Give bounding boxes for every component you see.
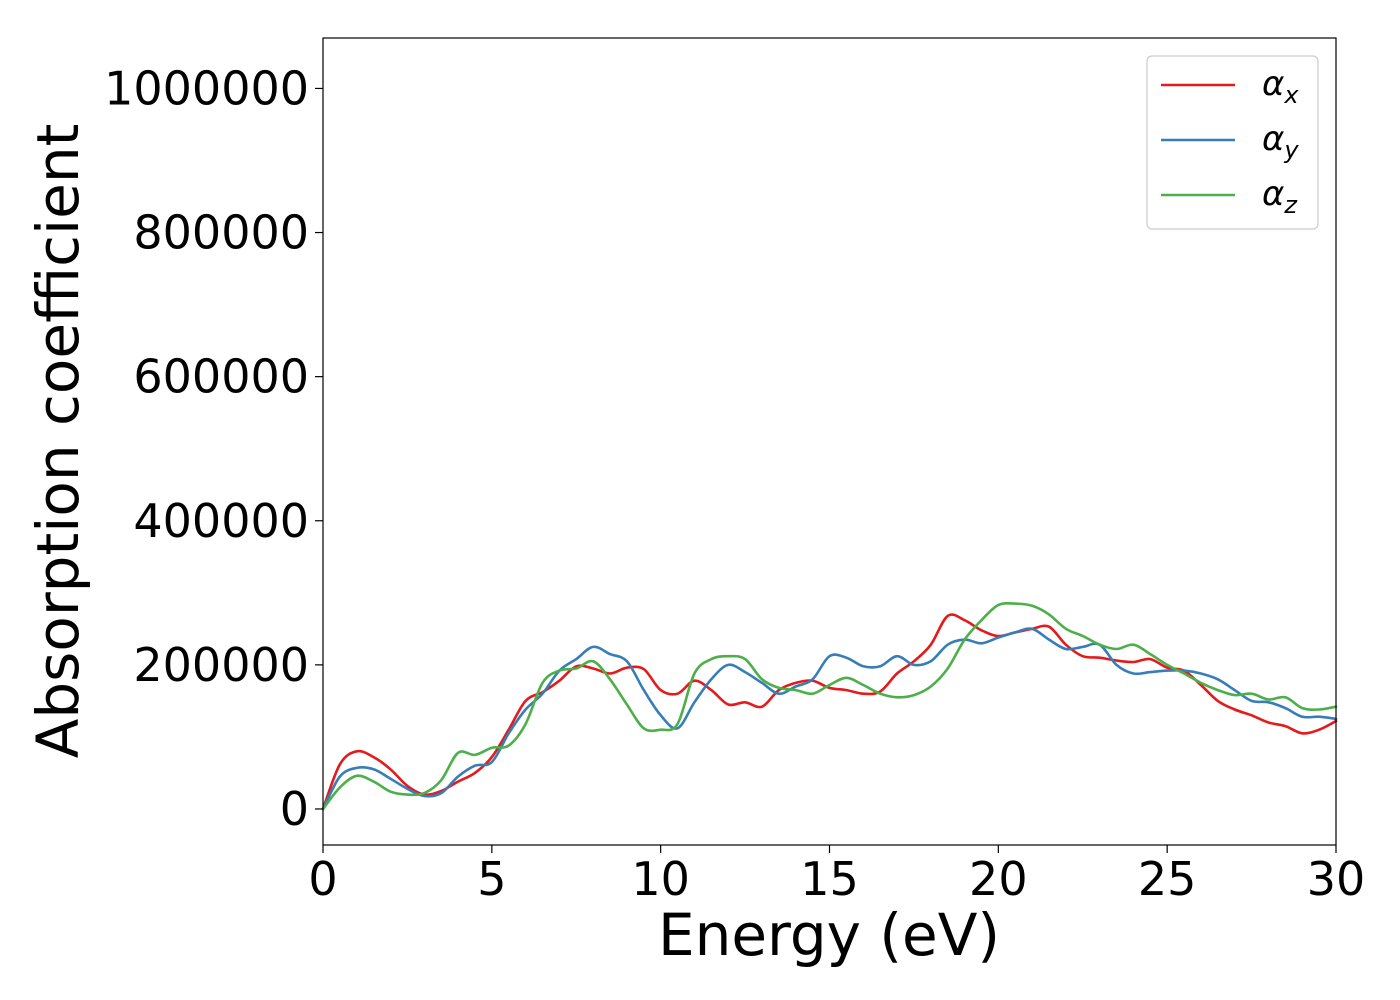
legend-symbol: α	[1262, 64, 1284, 104]
series-line-alpha-z	[321, 601, 1338, 811]
x-axis-title: Energy (eV)	[658, 901, 1000, 969]
series-line-alpha-y	[321, 627, 1338, 811]
legend-label-alpha-y: αy	[1262, 119, 1299, 164]
x-tick-label: 30	[1307, 852, 1366, 906]
series-line-alpha-x	[321, 613, 1338, 811]
legend-subscript: x	[1283, 81, 1299, 109]
y-tick-label: 600000	[133, 350, 309, 404]
x-tick-label: 0	[308, 852, 337, 906]
y-tick-label: 0	[280, 782, 309, 836]
y-axis-ticks: 0 200000 400000 600000 800000 1000000	[104, 61, 323, 836]
y-tick-label: 200000	[133, 638, 309, 692]
x-tick-label: 20	[969, 852, 1028, 906]
x-tick-label: 10	[631, 852, 690, 906]
x-axis-ticks: 0 5 10 15 20 25 30	[308, 845, 1365, 906]
legend-label-alpha-x: αx	[1262, 64, 1299, 109]
y-tick-label: 400000	[133, 494, 309, 548]
y-tick-label: 1000000	[104, 61, 309, 115]
legend-subscript: z	[1283, 191, 1298, 219]
x-tick-label: 15	[800, 852, 859, 906]
series-layer	[321, 601, 1338, 811]
legend-subscript: y	[1283, 136, 1299, 164]
legend-box	[1146, 55, 1319, 230]
legend-label-alpha-z: αz	[1262, 174, 1298, 219]
y-tick-label: 800000	[133, 206, 309, 260]
x-tick-label: 25	[1138, 852, 1197, 906]
legend-symbol: α	[1262, 119, 1284, 159]
y-axis-title: Absorption coefficient	[24, 124, 92, 759]
legend-symbol: α	[1262, 174, 1284, 214]
x-tick-label: 5	[477, 852, 506, 906]
